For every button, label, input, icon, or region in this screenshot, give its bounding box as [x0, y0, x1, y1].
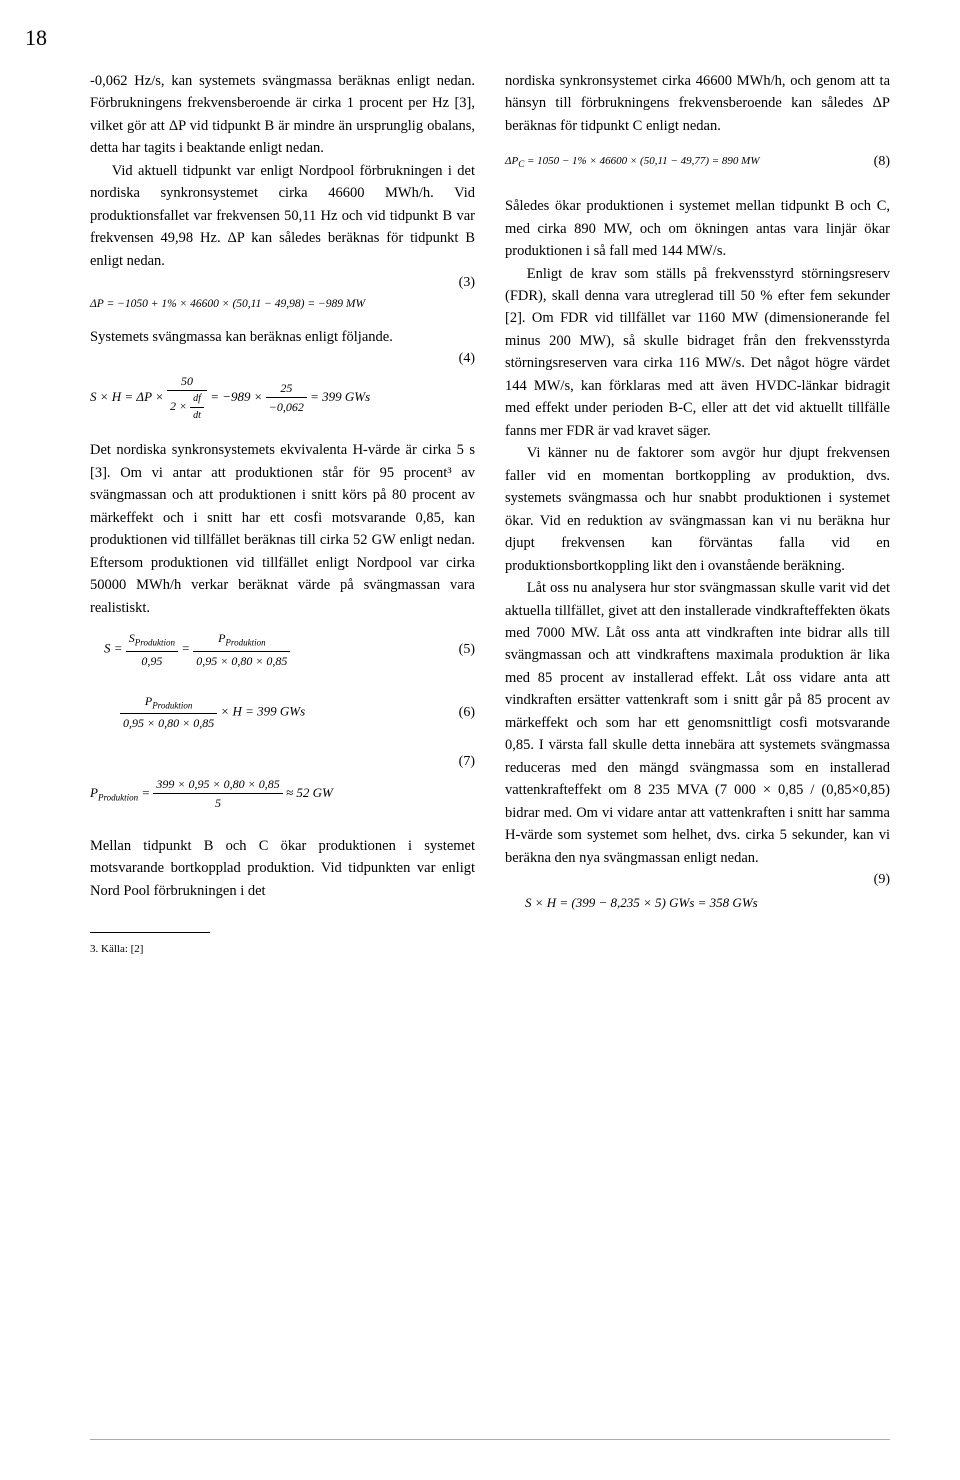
eq-part: S = [104, 641, 123, 656]
equation-text: PProduktion 0,95 × 0,80 × 0,85 × H = 399… [90, 692, 449, 733]
paragraph: Således ökar produktionen i systemet mel… [505, 195, 890, 262]
paragraph: Mellan tidpunkt B och C ökar produktione… [90, 835, 475, 902]
paragraph: -0,062 Hz/s, kan systemets svängmassa be… [90, 70, 475, 160]
numerator: SProduktion [126, 629, 178, 651]
numerator: PProduktion [120, 692, 217, 714]
equation-5: S = SProduktion 0,95 = PProduktion 0,95 … [90, 629, 475, 670]
equation-7: PProduktion = 399 × 0,95 × 0,80 × 0,85 5… [90, 775, 475, 813]
paragraph: Vi känner nu de faktorer som avgör hur d… [505, 442, 890, 577]
eq-part: 2 × [170, 399, 187, 413]
fraction: 399 × 0,95 × 0,80 × 0,85 5 [153, 775, 282, 813]
eq-part: ≈ 52 GW [286, 785, 333, 800]
fraction: PProduktion 0,95 × 0,80 × 0,85 [193, 629, 290, 670]
fraction: PProduktion 0,95 × 0,80 × 0,85 [120, 692, 217, 733]
equation-number: (7) [90, 751, 475, 773]
equation-8: ΔPC = 1050 − 1% × 46600 × (50,11 − 49,77… [505, 151, 890, 173]
equation-3: ΔP = −1050 + 1% × 46600 × (50,11 − 49,98… [90, 296, 475, 314]
paragraph: Låt oss nu analysera hur stor svängmassa… [505, 577, 890, 869]
right-column: nordiska synkronsystemet cirka 46600 MWh… [505, 70, 890, 958]
bottom-rule [90, 1439, 890, 1440]
equation-number: (3) [90, 272, 475, 294]
equation-text: S = SProduktion 0,95 = PProduktion 0,95 … [90, 629, 449, 670]
equation-text: ΔPC = 1050 − 1% × 46600 × (50,11 − 49,77… [505, 153, 864, 172]
eq-part: S × H = ΔP × [90, 389, 164, 404]
numerator: 399 × 0,95 × 0,80 × 0,85 [153, 775, 282, 795]
denominator: 0,95 [126, 652, 178, 671]
footnote: 3. Källa: [2] [90, 941, 475, 958]
denominator: 5 [153, 794, 282, 813]
numerator: 25 [266, 379, 307, 399]
equation-text: S × H = (399 − 8,235 × 5) GWs = 358 GWs [505, 893, 890, 913]
equation-number: (6) [459, 702, 475, 724]
eq-part: = −989 × [210, 389, 262, 404]
left-column: -0,062 Hz/s, kan systemets svängmassa be… [90, 70, 475, 958]
equation-number: (9) [505, 869, 890, 891]
numerator: df [190, 391, 204, 408]
equation-text: ΔP = −1050 + 1% × 46600 × (50,11 − 49,98… [90, 296, 475, 314]
eq-part: PProduktion = [90, 785, 150, 800]
equation-number: (8) [874, 151, 890, 173]
fraction: df dt [190, 391, 204, 423]
paragraph: Vid aktuell tidpunkt var enligt Nordpool… [90, 160, 475, 272]
fraction: 25 −0,062 [266, 379, 307, 417]
footnote-rule [90, 932, 210, 933]
denominator: 0,95 × 0,80 × 0,85 [193, 652, 290, 671]
denominator: −0,062 [266, 398, 307, 417]
denominator: 0,95 × 0,80 × 0,85 [120, 714, 217, 733]
paragraph: nordiska synkronsystemet cirka 46600 MWh… [505, 70, 890, 137]
page-number: 18 [25, 25, 47, 51]
equation-number: (4) [90, 348, 475, 370]
paragraph: Systemets svängmassa kan beräknas enligt… [90, 326, 475, 348]
fraction: 50 2 × df dt [167, 372, 207, 424]
fraction: SProduktion 0,95 [126, 629, 178, 670]
equation-number: (5) [459, 639, 475, 661]
eq-part: = 399 GWs [310, 389, 370, 404]
denominator: dt [190, 408, 204, 424]
equation-6: PProduktion 0,95 × 0,80 × 0,85 × H = 399… [90, 692, 475, 733]
numerator: PProduktion [193, 629, 290, 651]
paragraph: Det nordiska synkronsystemets ekvivalent… [90, 439, 475, 619]
numerator: 50 [167, 372, 207, 392]
denominator: 2 × df dt [167, 391, 207, 423]
content-area: -0,062 Hz/s, kan systemets svängmassa be… [90, 70, 890, 958]
equation-9: S × H = (399 − 8,235 × 5) GWs = 358 GWs [505, 893, 890, 913]
eq-part: = [181, 641, 190, 656]
equation-text: PProduktion = 399 × 0,95 × 0,80 × 0,85 5… [90, 775, 475, 813]
equation-4: S × H = ΔP × 50 2 × df dt = −989 × 25 −0… [90, 372, 475, 424]
eq-part: × H = 399 GWs [220, 704, 305, 719]
equation-text: S × H = ΔP × 50 2 × df dt = −989 × 25 −0… [90, 372, 475, 424]
paragraph: Enligt de krav som ställs på frekvenssty… [505, 263, 890, 443]
